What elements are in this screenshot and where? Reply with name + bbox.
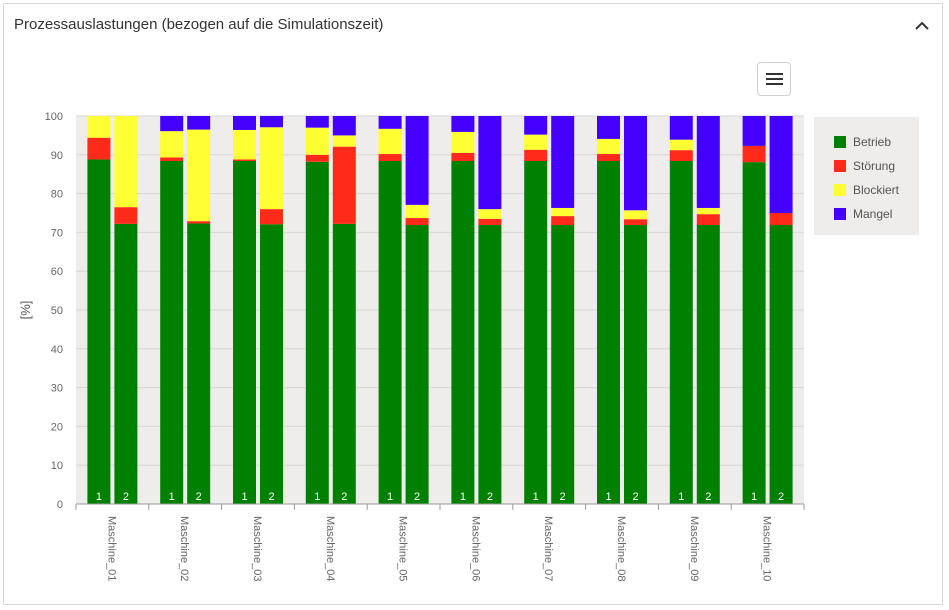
panel-title: Prozessauslastungen (bezogen auf die Sim… [14,16,384,33]
collapse-chevron-up-icon[interactable] [912,16,932,36]
chart-menu-button[interactable] [757,62,791,96]
chart-panel: Prozessauslastungen (bezogen auf die Sim… [3,3,943,605]
hamburger-icon [766,73,783,75]
